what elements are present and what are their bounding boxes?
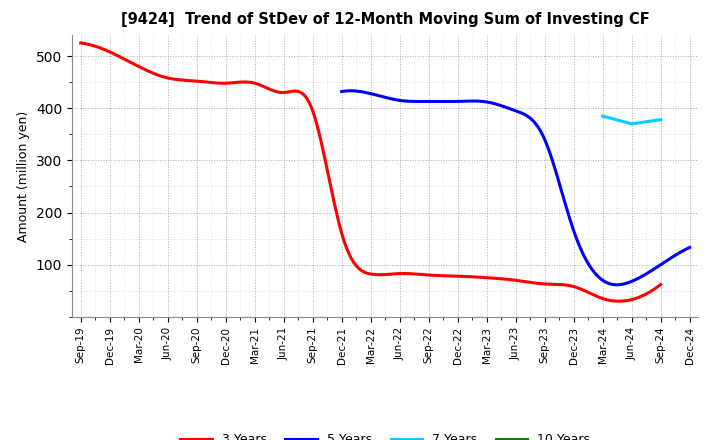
Y-axis label: Amount (million yen): Amount (million yen) <box>17 110 30 242</box>
Legend: 3 Years, 5 Years, 7 Years, 10 Years: 3 Years, 5 Years, 7 Years, 10 Years <box>176 429 595 440</box>
Title: [9424]  Trend of StDev of 12-Month Moving Sum of Investing CF: [9424] Trend of StDev of 12-Month Moving… <box>121 12 649 27</box>
